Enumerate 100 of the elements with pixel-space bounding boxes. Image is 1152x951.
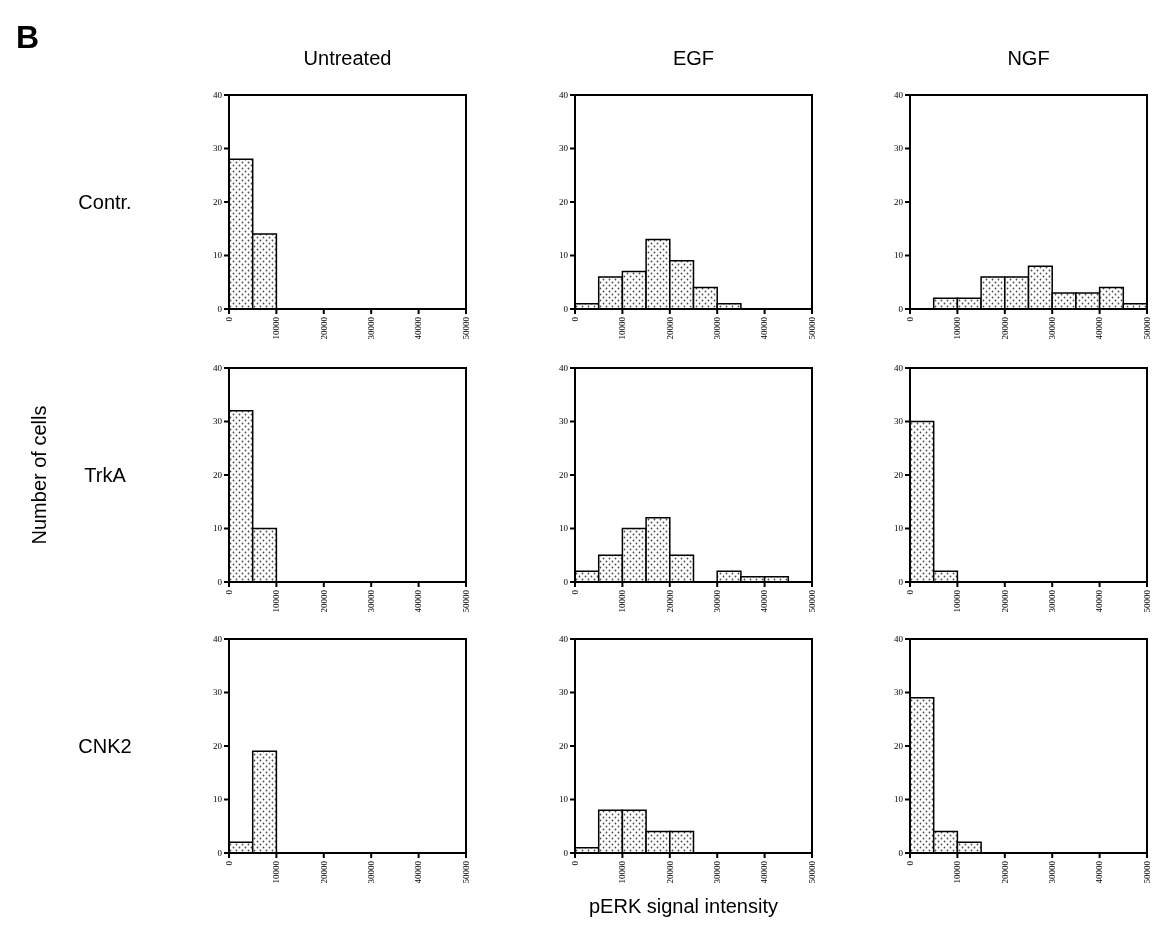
y-tick-label: 30 bbox=[213, 143, 223, 154]
x-tick-label: 40000 bbox=[413, 589, 424, 613]
x-tick-label: 50000 bbox=[1141, 316, 1152, 340]
x-tick-label: 50000 bbox=[460, 589, 471, 613]
y-tick-label: 30 bbox=[213, 687, 223, 698]
x-tick-label: 20000 bbox=[999, 589, 1010, 613]
x-tick-label: 20000 bbox=[664, 316, 675, 340]
y-tick-label: 10 bbox=[213, 794, 223, 805]
x-tick-label: 30000 bbox=[366, 860, 377, 884]
x-tick-label: 50000 bbox=[806, 589, 817, 613]
x-tick-label: 10000 bbox=[271, 589, 282, 613]
x-tick-label: 40000 bbox=[759, 860, 770, 884]
y-tick-label: 40 bbox=[894, 362, 904, 373]
y-tick-label: 30 bbox=[559, 687, 569, 698]
y-tick-label: 20 bbox=[213, 740, 223, 751]
x-tick-label: 30000 bbox=[1047, 316, 1058, 340]
x-tick-label: 0 bbox=[223, 860, 234, 866]
x-tick-label: 20000 bbox=[318, 860, 329, 884]
x-tick-label: 0 bbox=[569, 589, 580, 595]
x-tick-label: 10000 bbox=[271, 316, 282, 340]
x-tick-label: 40000 bbox=[1094, 860, 1105, 884]
y-tick-label: 10 bbox=[559, 794, 569, 805]
x-tick-label: 40000 bbox=[1094, 589, 1105, 613]
y-tick-label: 0 bbox=[217, 303, 223, 314]
x-tick-label: 50000 bbox=[1141, 860, 1152, 884]
y-tick-label: 40 bbox=[894, 633, 904, 644]
x-tick-label: 10000 bbox=[952, 316, 963, 340]
x-tick-label: 50000 bbox=[460, 316, 471, 340]
y-tick-label: 0 bbox=[898, 576, 904, 587]
y-tick-label: 40 bbox=[213, 362, 223, 373]
x-tick-label: 0 bbox=[904, 316, 915, 322]
x-tick-label: 0 bbox=[904, 589, 915, 595]
y-tick-label: 0 bbox=[563, 303, 569, 314]
x-tick-label: 40000 bbox=[759, 589, 770, 613]
y-tick-label: 10 bbox=[894, 794, 904, 805]
y-tick-label: 20 bbox=[559, 740, 569, 751]
x-tick-label: 50000 bbox=[460, 860, 471, 884]
x-tick-label: 50000 bbox=[806, 860, 817, 884]
y-tick-label: 0 bbox=[563, 576, 569, 587]
y-tick-label: 20 bbox=[213, 196, 223, 207]
y-tick-label: 30 bbox=[894, 143, 904, 154]
y-tick-label: 0 bbox=[563, 847, 569, 858]
y-tick-label: 40 bbox=[894, 89, 904, 100]
x-tick-label: 30000 bbox=[712, 589, 723, 613]
x-tick-label: 0 bbox=[223, 589, 234, 595]
y-tick-label: 40 bbox=[559, 362, 569, 373]
y-tick-label: 0 bbox=[898, 847, 904, 858]
x-tick-label: 30000 bbox=[366, 316, 377, 340]
y-tick-label: 40 bbox=[559, 633, 569, 644]
y-tick-label: 10 bbox=[559, 523, 569, 534]
x-tick-label: 20000 bbox=[318, 589, 329, 613]
x-tick-label: 50000 bbox=[806, 316, 817, 340]
y-axis-title: TrkA bbox=[84, 464, 127, 486]
y-tick-label: 20 bbox=[894, 196, 904, 207]
x-tick-label: 30000 bbox=[1047, 589, 1058, 613]
y-tick-label: 0 bbox=[217, 576, 223, 587]
y-tick-label: 0 bbox=[898, 303, 904, 314]
y-tick-label: 20 bbox=[894, 469, 904, 480]
y-axis-title: Contr. bbox=[78, 191, 132, 213]
y-tick-label: 20 bbox=[894, 740, 904, 751]
y-tick-label: 40 bbox=[213, 633, 223, 644]
x-tick-label: 50000 bbox=[1141, 589, 1152, 613]
x-tick-label: 10000 bbox=[952, 589, 963, 613]
x-tick-label: 20000 bbox=[999, 860, 1010, 884]
x-tick-label: 0 bbox=[223, 316, 234, 322]
x-tick-label: 20000 bbox=[999, 316, 1010, 340]
x-tick-label: 0 bbox=[569, 316, 580, 322]
x-tick-label: 40000 bbox=[413, 316, 424, 340]
x-tick-label: 20000 bbox=[664, 589, 675, 613]
y-tick-label: 10 bbox=[894, 250, 904, 261]
y-tick-label: 10 bbox=[894, 523, 904, 534]
y-tick-label: 30 bbox=[559, 143, 569, 154]
chart-title: Untreated bbox=[303, 47, 392, 69]
y-tick-label: 30 bbox=[894, 416, 904, 427]
x-tick-label: 40000 bbox=[413, 860, 424, 884]
y-tick-label: 40 bbox=[559, 89, 569, 100]
text: B bbox=[16, 19, 40, 55]
y-tick-label: 30 bbox=[559, 416, 569, 427]
x-tick-label: 10000 bbox=[617, 860, 628, 884]
y-tick-label: 20 bbox=[559, 469, 569, 480]
y-tick-label: 20 bbox=[559, 196, 569, 207]
x-tick-label: 30000 bbox=[366, 589, 377, 613]
x-tick-label: 0 bbox=[904, 860, 915, 866]
y-tick-label: 30 bbox=[213, 416, 223, 427]
y-tick-label: 30 bbox=[894, 687, 904, 698]
y-axis-title: CNK2 bbox=[78, 735, 132, 757]
x-tick-label: 10000 bbox=[952, 860, 963, 884]
x-tick-label: 20000 bbox=[664, 860, 675, 884]
text: Number of cells bbox=[28, 405, 50, 545]
chart-title: NGF bbox=[1007, 47, 1050, 69]
x-tick-label: 10000 bbox=[617, 316, 628, 340]
y-tick-label: 10 bbox=[213, 250, 223, 261]
x-tick-label: 20000 bbox=[318, 316, 329, 340]
y-tick-label: 10 bbox=[213, 523, 223, 534]
x-tick-label: 30000 bbox=[712, 860, 723, 884]
x-tick-label: 30000 bbox=[712, 316, 723, 340]
x-tick-label: 10000 bbox=[617, 589, 628, 613]
y-tick-label: 0 bbox=[217, 847, 223, 858]
x-tick-label: 0 bbox=[569, 860, 580, 866]
x-tick-label: 40000 bbox=[759, 316, 770, 340]
